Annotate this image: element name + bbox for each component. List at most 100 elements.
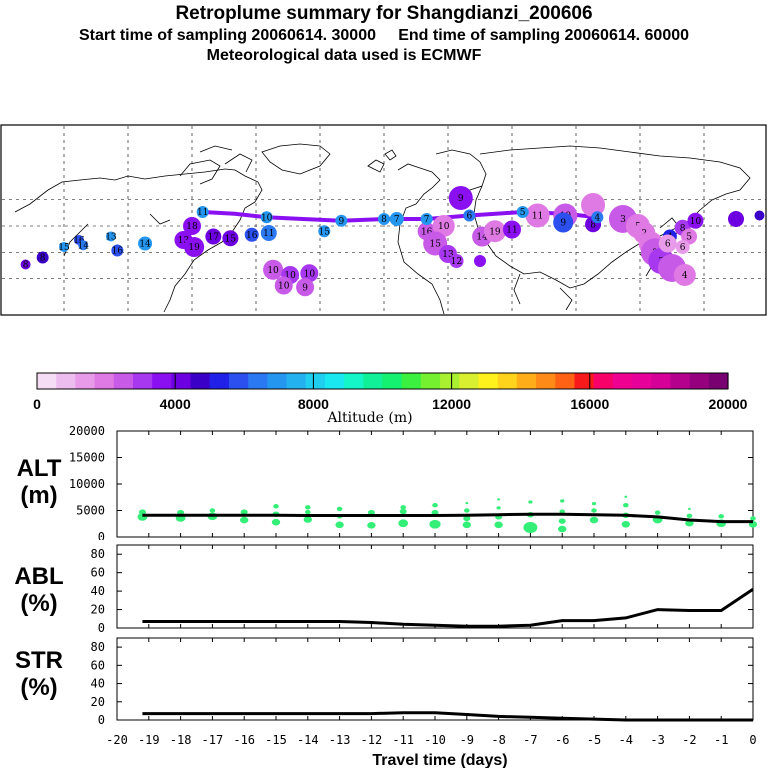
x-tick-label: -13	[329, 733, 351, 747]
cluster-day-label: 8	[680, 224, 686, 234]
plume-cluster-dot	[675, 240, 690, 254]
track-point-dot	[463, 209, 476, 222]
abl-panel: 80 60 40 20 0	[91, 544, 754, 635]
cluster-day-label: 15	[319, 227, 331, 237]
altitude-point	[528, 500, 533, 504]
meteo-data-line: Meteorological data used is ECMWF	[206, 47, 482, 64]
altitude-point	[591, 508, 597, 513]
colorbar-cell	[689, 373, 710, 389]
altitude-point	[465, 501, 469, 505]
plume-cluster-dot	[36, 251, 49, 264]
plume-cluster-dot	[244, 227, 259, 242]
y-tick-label: 0	[98, 530, 105, 540]
plume-cluster-dot	[205, 228, 222, 245]
altitude-point	[623, 503, 629, 508]
cluster-day-label: 13	[178, 236, 190, 246]
plume-cluster-dot	[296, 278, 315, 297]
plume-cluster-dot	[432, 215, 455, 237]
x-tick-label: -8	[491, 733, 505, 747]
plume-cluster-dot	[260, 225, 277, 241]
cluster-day-label: 15	[429, 240, 441, 250]
x-tick-label: 0	[749, 733, 756, 747]
colorbar-cell	[363, 373, 384, 389]
altitude-point	[240, 516, 249, 524]
str-panel-label: STR (%)	[15, 647, 63, 701]
cluster-day-label: 17	[208, 233, 220, 243]
cluster-day-label: 10	[690, 217, 702, 227]
track-day-label: 8	[381, 215, 387, 225]
altitude-point	[560, 499, 565, 503]
plume-cluster-dot	[105, 231, 116, 242]
panel-frame	[116, 544, 754, 629]
str-series-line	[142, 711, 753, 722]
colorbar-cell	[267, 373, 288, 389]
plume-cluster-dot	[673, 264, 696, 286]
altitude-point	[591, 501, 597, 506]
colorbar-cell	[555, 373, 576, 389]
cluster-day-label: 11	[506, 226, 517, 236]
colorbar-tick-label: 8000	[298, 396, 329, 412]
colorbar-cell	[401, 373, 422, 389]
cluster-day-label: 10	[278, 282, 290, 292]
altitude-point	[429, 519, 441, 529]
altitude-point	[335, 521, 344, 529]
altitude-point	[398, 519, 409, 528]
colorbar-cell	[459, 373, 480, 389]
colorbar-cell	[497, 373, 518, 389]
panel-frame	[116, 637, 754, 721]
plume-cluster-dot	[449, 254, 464, 268]
plume-cluster-dot	[111, 244, 124, 257]
y-tick-label: 40	[91, 677, 105, 691]
cluster-day-label: 6	[680, 243, 686, 253]
cluster-day-label: 15	[225, 234, 237, 244]
x-tick-label: -11	[392, 733, 414, 747]
altitude-point	[688, 507, 691, 511]
altitude-point	[750, 516, 756, 521]
cluster-day-label: 13	[442, 250, 454, 260]
colorbar-cell	[248, 373, 268, 389]
track-point-dot	[378, 213, 390, 225]
altitude-point	[558, 518, 566, 524]
colorbar-cell	[228, 373, 249, 389]
abl-series-line	[142, 588, 754, 628]
cluster-day-label: 16	[73, 236, 85, 246]
colorbar-cell	[190, 373, 211, 389]
panel-frame	[116, 430, 754, 538]
altitude-point	[464, 508, 470, 513]
colorbar-cell	[56, 373, 76, 389]
colorbar-cell	[632, 373, 652, 389]
altitude-point	[138, 509, 146, 515]
abl-panel-label: ABL (%)	[14, 563, 64, 617]
x-tick-label: -19	[138, 733, 160, 747]
colorbar-cell	[651, 373, 672, 389]
colorbar-cell	[132, 373, 153, 389]
x-tick-label: -6	[555, 733, 569, 747]
x-tick-label: -1	[714, 733, 728, 747]
alt-panel-label: ALT (m)	[16, 455, 62, 509]
plume-cluster-dot	[687, 212, 704, 229]
colorbar-cell	[305, 373, 326, 389]
x-tick-label: -4	[619, 733, 633, 747]
plume-cluster-dot	[658, 234, 677, 253]
plume-cluster-dot	[300, 264, 319, 283]
plume-cluster-dot	[274, 276, 293, 295]
plume-cluster-dot	[263, 259, 284, 280]
track-point-dot	[260, 211, 273, 224]
cluster-day-label: 13	[105, 233, 117, 243]
plume-cluster-dot	[483, 220, 506, 243]
x-tick-label: -20	[106, 733, 128, 747]
altitude-point	[559, 509, 565, 514]
plume-cluster-dot	[78, 240, 89, 251]
cluster-day-label: 10	[438, 222, 450, 232]
colorbar-tick-label: 4000	[160, 396, 191, 412]
altitude-point	[336, 506, 343, 512]
cluster-day-label: 11	[263, 229, 274, 239]
altitude-point	[463, 515, 471, 522]
x-tick-label: -16	[233, 733, 255, 747]
altitude-point	[240, 509, 248, 515]
colorbar-cell	[708, 373, 729, 389]
altitude-point	[558, 525, 567, 533]
colorbar-cell	[440, 373, 460, 389]
cluster-day-label: 19	[489, 227, 501, 237]
